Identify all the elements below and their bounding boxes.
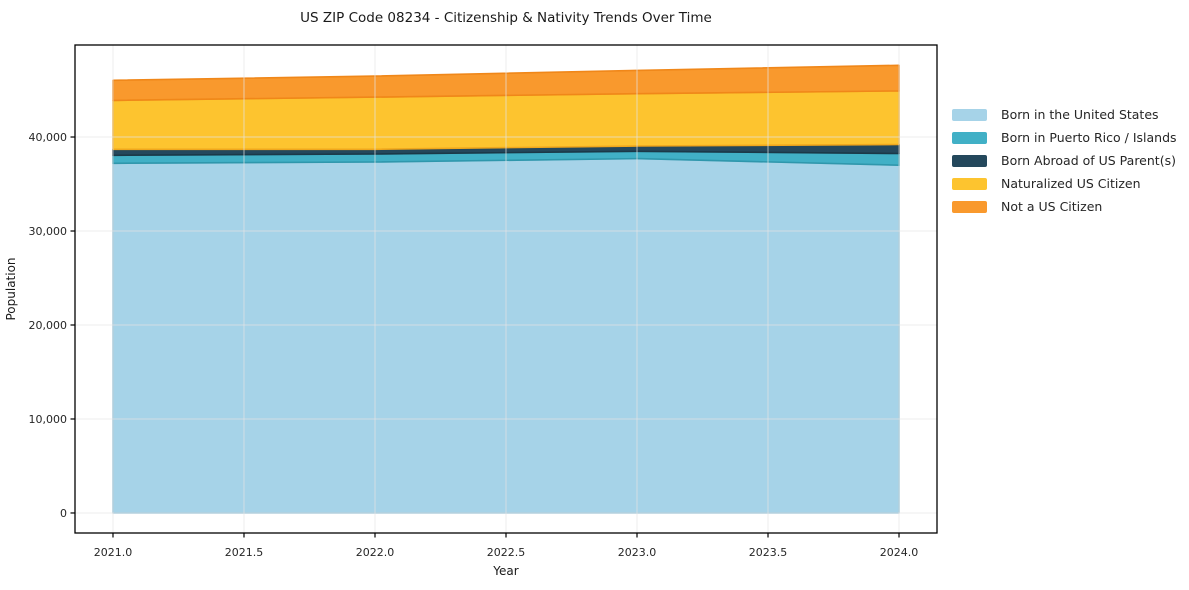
x-axis-label: Year bbox=[492, 564, 518, 578]
x-tick-label: 2022.0 bbox=[356, 546, 395, 559]
legend: Born in the United States Born in Puerto … bbox=[952, 103, 1177, 218]
x-tick-label: 2022.5 bbox=[487, 546, 526, 559]
legend-swatch bbox=[952, 177, 987, 190]
legend-item: Born in Puerto Rico / Islands bbox=[952, 126, 1177, 149]
y-tick-label: 30,000 bbox=[29, 225, 68, 238]
legend-label: Born in Puerto Rico / Islands bbox=[1001, 130, 1177, 145]
legend-item: Not a US Citizen bbox=[952, 195, 1177, 218]
legend-item: Naturalized US Citizen bbox=[952, 172, 1177, 195]
x-tick-label: 2021.5 bbox=[225, 546, 264, 559]
x-tick-label: 2024.0 bbox=[880, 546, 919, 559]
legend-swatch bbox=[952, 108, 987, 121]
legend-item: Born in the United States bbox=[952, 103, 1177, 126]
legend-label: Born in the United States bbox=[1001, 107, 1159, 122]
y-tick-label: 20,000 bbox=[29, 319, 68, 332]
legend-label: Born Abroad of US Parent(s) bbox=[1001, 153, 1176, 168]
legend-swatch bbox=[952, 154, 987, 167]
y-axis-label: Population bbox=[4, 257, 18, 320]
y-tick-label: 10,000 bbox=[29, 413, 68, 426]
y-tick-label: 0 bbox=[60, 507, 67, 520]
legend-swatch bbox=[952, 200, 987, 213]
chart-title: US ZIP Code 08234 - Citizenship & Nativi… bbox=[300, 10, 712, 26]
x-tick-label: 2023.5 bbox=[749, 546, 788, 559]
x-tick-label: 2021.0 bbox=[94, 546, 133, 559]
legend-swatch bbox=[952, 131, 987, 144]
y-tick-label: 40,000 bbox=[29, 131, 68, 144]
legend-label: Naturalized US Citizen bbox=[1001, 176, 1141, 191]
legend-label: Not a US Citizen bbox=[1001, 199, 1103, 214]
legend-item: Born Abroad of US Parent(s) bbox=[952, 149, 1177, 172]
x-tick-label: 2023.0 bbox=[618, 546, 657, 559]
